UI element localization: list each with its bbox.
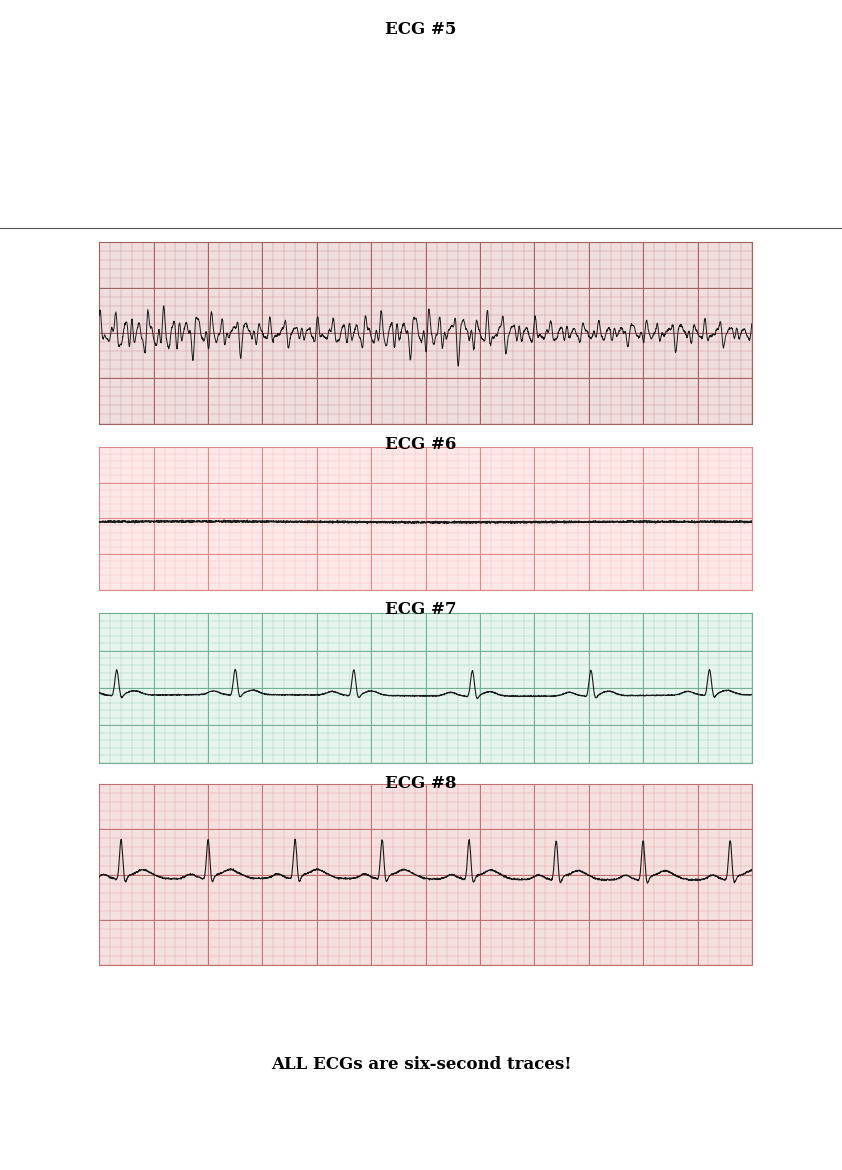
Text: ECG #6: ECG #6 bbox=[386, 436, 456, 454]
Text: ECG #7: ECG #7 bbox=[386, 601, 456, 619]
Text: ECG #5: ECG #5 bbox=[386, 21, 456, 39]
Text: ALL ECGs are six-second traces!: ALL ECGs are six-second traces! bbox=[270, 1057, 572, 1073]
Text: ECG #8: ECG #8 bbox=[386, 775, 456, 792]
